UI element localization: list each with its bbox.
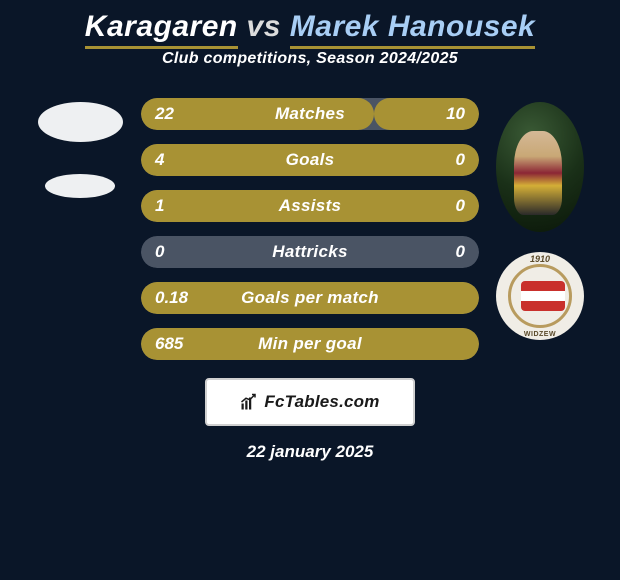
- title-vs: vs: [247, 10, 281, 43]
- club-year: 1910: [496, 254, 584, 264]
- player1-club-placeholder: [45, 174, 115, 198]
- club-shield-icon: [508, 264, 572, 328]
- brand-text: FcTables.com: [264, 392, 379, 412]
- player2-club-logo: 1910 WIDZEW: [496, 252, 584, 340]
- stat-label: Goals per match: [141, 288, 479, 308]
- comparison-card: Karagaren vs Marek Hanousek Club competi…: [0, 0, 620, 462]
- stat-row: 0Hattricks0: [141, 236, 479, 268]
- title-player1: Karagaren: [85, 10, 238, 43]
- stat-value-right: 0: [456, 236, 465, 268]
- stat-row: 0.18Goals per match: [141, 282, 479, 314]
- brand-card[interactable]: FcTables.com: [205, 378, 415, 426]
- stat-bars: 22Matches104Goals01Assists00Hattricks00.…: [141, 98, 479, 360]
- stat-row: 1Assists0: [141, 190, 479, 222]
- stat-value-right: 0: [456, 144, 465, 176]
- stat-value-right: 0: [456, 190, 465, 222]
- stat-row: 4Goals0: [141, 144, 479, 176]
- stat-row: 685Min per goal: [141, 328, 479, 360]
- page-title: Karagaren vs Marek Hanousek: [85, 10, 535, 44]
- stat-label: Min per goal: [141, 334, 479, 354]
- stat-label: Matches: [141, 104, 479, 124]
- stat-label: Hattricks: [141, 242, 479, 262]
- right-side: 1910 WIDZEW: [495, 98, 585, 340]
- title-player2: Marek Hanousek: [290, 10, 535, 43]
- stat-label: Goals: [141, 150, 479, 170]
- club-name: WIDZEW: [496, 331, 584, 338]
- main-row: 22Matches104Goals01Assists00Hattricks00.…: [0, 98, 620, 360]
- stat-label: Assists: [141, 196, 479, 216]
- left-side: [35, 98, 125, 198]
- stat-value-right: 10: [446, 98, 465, 130]
- stat-row: 22Matches10: [141, 98, 479, 130]
- subtitle: Club competitions, Season 2024/2025: [162, 50, 458, 68]
- footer-date: 22 january 2025: [247, 442, 374, 462]
- player2-photo: [496, 102, 584, 232]
- player1-avatar-placeholder: [38, 102, 123, 142]
- fctables-logo-icon: [240, 393, 258, 411]
